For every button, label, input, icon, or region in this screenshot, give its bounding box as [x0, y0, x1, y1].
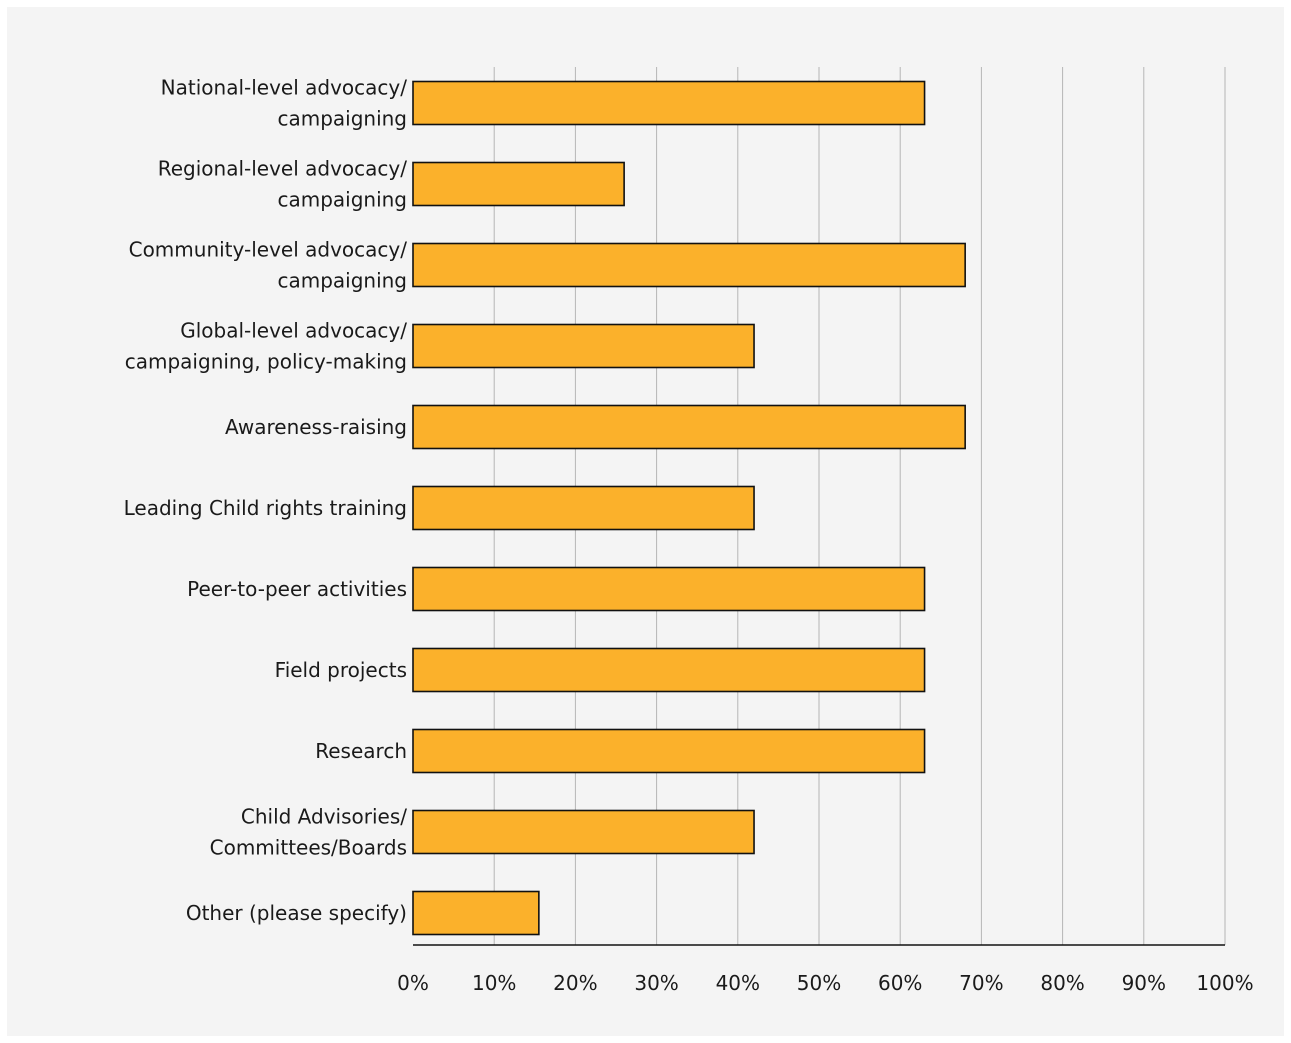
bar [412, 242, 966, 288]
gridlines [493, 67, 1226, 945]
x-tick-labels: 0% 10% 20% 30% 40% 50% 60% 70% 80% 90% 100% [397, 971, 1253, 995]
category-label: Community-level advocacy/ [129, 238, 408, 262]
category-label: campaigning [277, 269, 407, 293]
bar [412, 566, 926, 612]
x-tick-label: 100% [1196, 971, 1253, 995]
bar [412, 728, 926, 774]
category-label: Global-level advocacy/ [180, 319, 407, 343]
category-label: Awareness-raising [225, 415, 407, 439]
category-label: campaigning, policy-making [125, 350, 407, 374]
bar [412, 890, 540, 936]
bar [412, 161, 625, 207]
category-label: Other (please specify) [186, 901, 407, 925]
category-label: Leading Child rights training [124, 496, 407, 520]
bar [412, 80, 926, 126]
horizontal-bar-chart: National-level advocacy/campaigning Regio… [124, 67, 1254, 995]
bar [412, 323, 755, 369]
category-label: campaigning [277, 107, 407, 131]
category-label: Research [315, 739, 407, 763]
bar [412, 485, 755, 531]
x-tick-label: 60% [878, 971, 922, 995]
x-tick-label: 70% [959, 971, 1003, 995]
x-tick-label: 80% [1040, 971, 1084, 995]
category-label: Committees/Boards [210, 836, 407, 860]
category-label: National-level advocacy/ [161, 76, 408, 100]
x-tick-label: 40% [716, 971, 760, 995]
x-tick-label: 30% [634, 971, 678, 995]
category-label: Child Advisories/ [241, 805, 407, 829]
bar [412, 809, 755, 855]
category-label: Peer-to-peer activities [187, 577, 407, 601]
category-labels: National-level advocacy/campaigning Regio… [124, 76, 408, 926]
bars [412, 80, 966, 936]
x-tick-label: 10% [472, 971, 516, 995]
x-tick-label: 0% [397, 971, 429, 995]
chart-panel: National-level advocacy/campaigning Regio… [7, 7, 1284, 1036]
bar [412, 404, 966, 450]
x-tick-label: 20% [553, 971, 597, 995]
bar [412, 647, 926, 693]
x-tick-label: 90% [1122, 971, 1166, 995]
category-label: campaigning [277, 188, 407, 212]
category-label: Field projects [275, 658, 407, 682]
x-tick-label: 50% [797, 971, 841, 995]
category-label: Regional-level advocacy/ [158, 157, 408, 181]
